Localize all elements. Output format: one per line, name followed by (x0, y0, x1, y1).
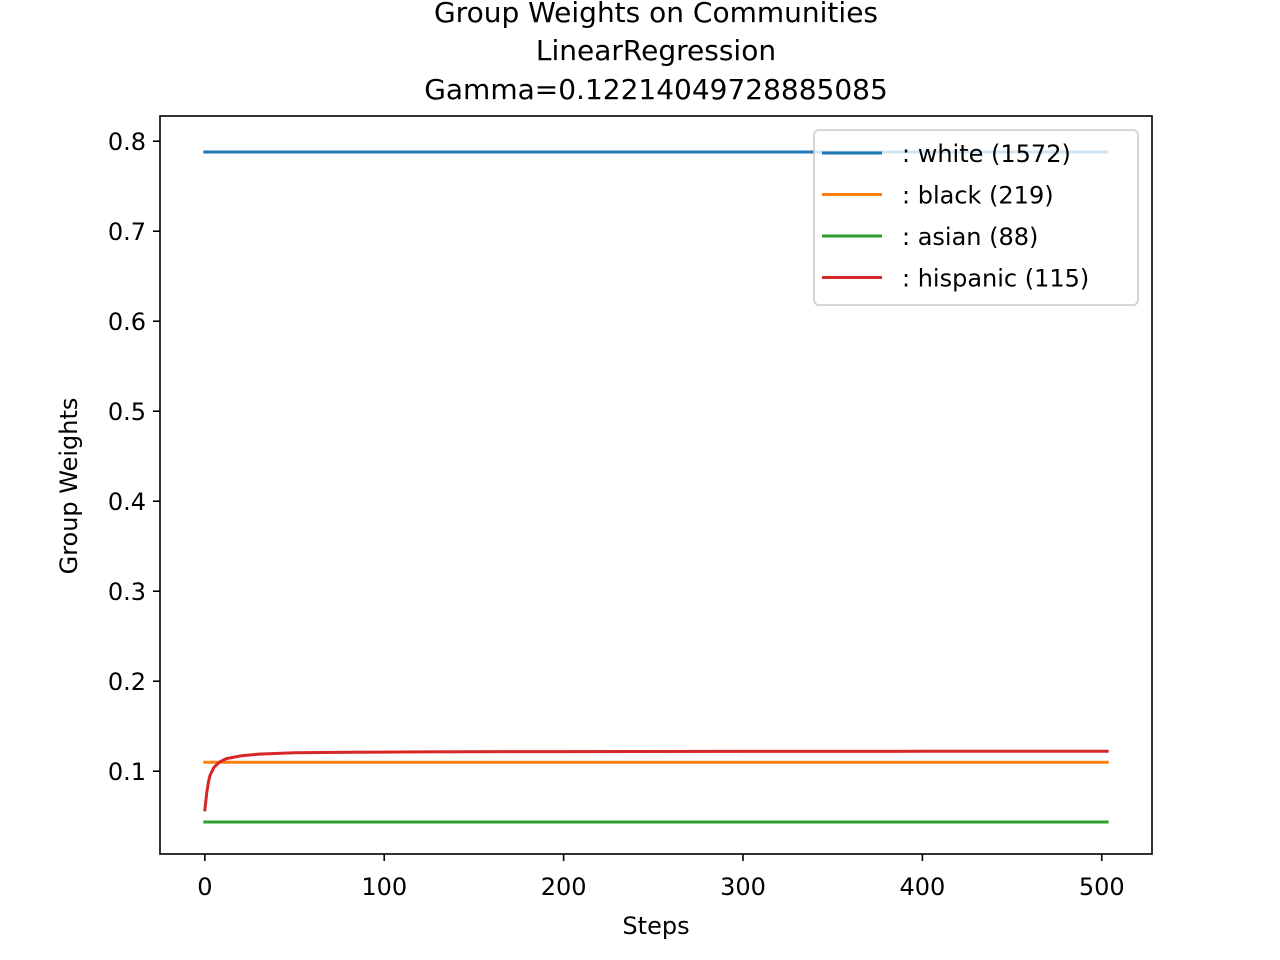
y-tick-label-4: 0.5 (108, 398, 146, 426)
x-tick-label-5: 500 (1079, 873, 1125, 901)
x-tick-label-2: 200 (541, 873, 587, 901)
y-tick-label-7: 0.8 (108, 128, 146, 156)
y-axis: 0.1 0.2 0.3 0.4 0.5 0.6 0.7 0.8 (108, 128, 160, 786)
legend-box (813, 129, 1139, 306)
x-axis: 0 100 200 300 400 500 (197, 854, 1125, 901)
legend: : white (1572) : black (219) : asian (88):… (813, 129, 1139, 306)
x-tick-label-4: 400 (899, 873, 945, 901)
title-line-2: LinearRegression (536, 34, 776, 67)
y-axis-label: Group Weights (55, 398, 83, 575)
y-tick-label-6: 0.7 (108, 218, 146, 246)
x-tick-label-0: 0 (197, 873, 212, 901)
legend-label-2: : asian (88) (902, 223, 1038, 251)
y-tick-label-5: 0.6 (108, 308, 146, 336)
x-axis-label: Steps (622, 912, 689, 940)
x-tick-label-3: 300 (720, 873, 766, 901)
series-line-3 (203, 749, 1109, 812)
title-line-1: Group Weights on Communities (434, 0, 878, 29)
y-tick-label-2: 0.3 (108, 578, 146, 606)
plot-frame (159, 115, 1153, 855)
chart-title: Group Weights on Communities LinearRegre… (424, 0, 888, 106)
y-tick-label-0: 0.1 (108, 758, 146, 786)
x-tick-label-1: 100 (361, 873, 407, 901)
y-tick-label-1: 0.2 (108, 668, 146, 696)
y-tick-label-3: 0.4 (108, 488, 146, 516)
legend-label-0: : white (1572) (902, 140, 1071, 168)
legend-label-3: : hispanic (115) (902, 265, 1089, 293)
title-line-3: Gamma=0.12214049728885085 (424, 73, 888, 106)
legend-label-1: : black (219) (902, 182, 1054, 210)
